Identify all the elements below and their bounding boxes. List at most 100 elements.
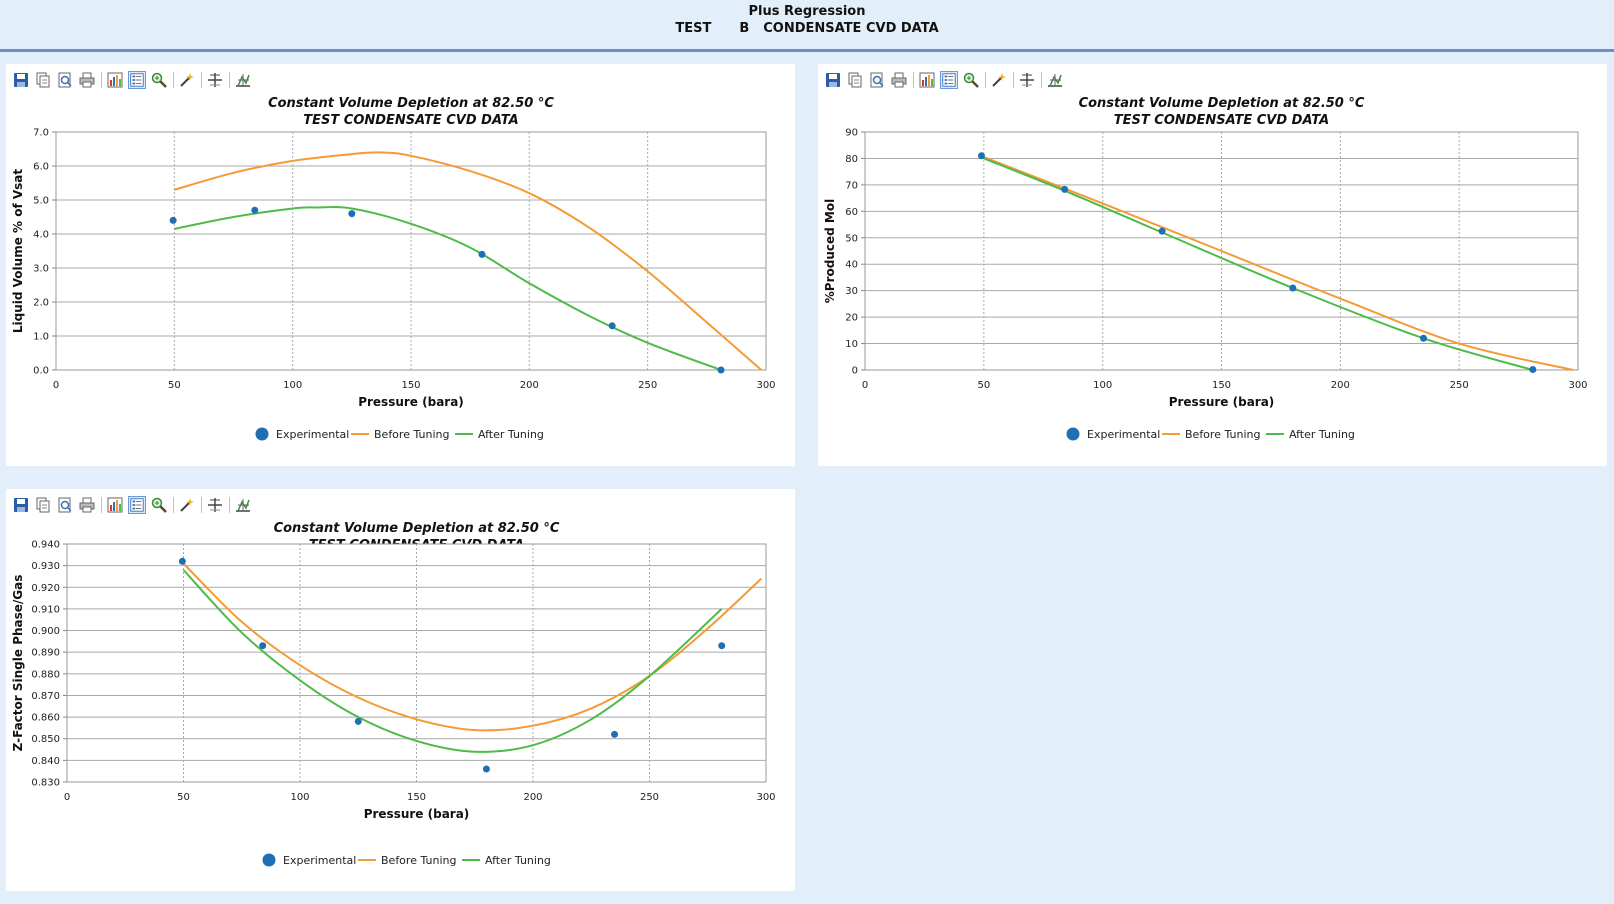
crosshair-button[interactable] <box>206 496 224 514</box>
toolbar-separator <box>1041 72 1042 88</box>
chart-svg[interactable]: Constant Volume Depletion at 82.50 °CTES… <box>6 92 795 466</box>
x-tick-label: 200 <box>520 380 539 391</box>
toolbar-separator <box>985 72 986 88</box>
save-button[interactable] <box>12 71 30 89</box>
print-icon <box>891 72 907 88</box>
x-tick-label: 150 <box>1212 380 1231 391</box>
chart-toolbar <box>824 70 1068 90</box>
chart-svg[interactable]: Constant Volume Depletion at 82.50 °CTES… <box>818 92 1607 466</box>
toolbar-separator <box>229 497 230 513</box>
zoom-button[interactable] <box>962 71 980 89</box>
print-button[interactable] <box>890 71 908 89</box>
x-tick-label: 250 <box>638 380 657 391</box>
crosshair-button[interactable] <box>206 71 224 89</box>
chart-options-icon <box>919 72 935 88</box>
legend-toggle-button[interactable] <box>940 71 958 89</box>
chart-panel-produced-mol: Constant Volume Depletion at 82.50 °C TES… <box>818 64 1607 466</box>
y-axis-label: Liquid Volume % of Vsat <box>11 169 25 333</box>
chart-panel-liquid-volume: Constant Volume Depletion at 82.50 °C TES… <box>6 64 795 466</box>
y-tick-label: 0 <box>852 366 858 377</box>
x-tick-label: 50 <box>977 380 990 391</box>
print-preview-button[interactable] <box>56 71 74 89</box>
save-button[interactable] <box>824 71 842 89</box>
toolbar-separator <box>101 72 102 88</box>
legend-toggle-button[interactable] <box>128 71 146 89</box>
print-icon <box>79 72 95 88</box>
wand-button[interactable] <box>178 496 196 514</box>
save-icon <box>14 73 28 87</box>
legend-toggle-icon <box>942 73 956 87</box>
chart-subtitle: TEST CONDENSATE CVD DATA <box>303 113 518 128</box>
experimental-point <box>259 642 267 650</box>
y-tick-label: 60 <box>845 207 858 218</box>
print-button[interactable] <box>78 496 96 514</box>
y-tick-label: 50 <box>845 233 858 244</box>
toolbar-separator <box>173 72 174 88</box>
series-line-before-tuning <box>983 156 1574 371</box>
copy-icon <box>36 497 50 513</box>
copy-button[interactable] <box>846 71 864 89</box>
y-tick-label: 0.890 <box>31 648 60 659</box>
y-axis-label: Z-Factor Single Phase/Gas <box>11 575 25 752</box>
y-tick-label: 3.0 <box>33 264 49 275</box>
chart-options-button[interactable] <box>106 496 124 514</box>
wand-icon <box>180 498 194 512</box>
x-tick-label: 150 <box>407 792 426 803</box>
toolbar-separator <box>201 497 202 513</box>
print-button[interactable] <box>78 71 96 89</box>
wand-button[interactable] <box>178 71 196 89</box>
y-tick-label: 0.920 <box>31 583 60 594</box>
x-tick-label: 300 <box>756 792 775 803</box>
y-tick-label: 90 <box>845 128 858 139</box>
experimental-point <box>482 765 490 773</box>
experimental-point <box>478 250 486 258</box>
save-button[interactable] <box>12 496 30 514</box>
crosshair-icon <box>1020 73 1034 87</box>
legend-toggle-button[interactable] <box>128 496 146 514</box>
chart-legend: Experimental Before Tuning After Tuning <box>255 427 544 441</box>
legend-label: After Tuning <box>485 854 551 867</box>
legend-label: Experimental <box>276 428 349 441</box>
x-tick-label: 150 <box>401 380 420 391</box>
crosshair-button[interactable] <box>1018 71 1036 89</box>
toolbar-separator <box>1013 72 1014 88</box>
x-axis-label: Pressure (bara) <box>1169 395 1275 409</box>
legend-toggle-icon <box>130 73 144 87</box>
print-preview-button[interactable] <box>56 496 74 514</box>
print-preview-button[interactable] <box>868 71 886 89</box>
zoom-button[interactable] <box>150 496 168 514</box>
legend-label: Experimental <box>283 854 356 867</box>
pan-button[interactable] <box>1046 71 1064 89</box>
copy-button[interactable] <box>34 71 52 89</box>
print-preview-icon <box>58 72 72 88</box>
y-tick-label: 0.880 <box>31 669 60 680</box>
x-tick-label: 250 <box>640 792 659 803</box>
y-tick-label: 80 <box>845 154 858 165</box>
toolbar-separator <box>201 72 202 88</box>
x-axis-label: Pressure (bara) <box>358 395 464 409</box>
chart-svg[interactable]: Constant Volume Depletion at 82.50 °CTES… <box>6 517 795 891</box>
chart-subtitle: TEST CONDENSATE CVD DATA <box>1114 113 1329 128</box>
copy-button[interactable] <box>34 496 52 514</box>
legend-marker-experimental <box>255 427 269 441</box>
x-tick-label: 0 <box>53 380 59 391</box>
y-tick-label: 0.870 <box>31 691 60 702</box>
y-tick-label: 2.0 <box>33 298 49 309</box>
experimental-point <box>1420 334 1428 342</box>
chart-options-icon <box>107 497 123 513</box>
save-icon <box>14 498 28 512</box>
toolbar-separator <box>101 497 102 513</box>
legend-marker-experimental <box>262 853 276 867</box>
x-tick-label: 50 <box>168 380 181 391</box>
pan-button[interactable] <box>234 71 252 89</box>
chart-options-button[interactable] <box>106 71 124 89</box>
experimental-point <box>611 730 619 738</box>
chart-options-button[interactable] <box>918 71 936 89</box>
chart-options-icon <box>107 72 123 88</box>
legend-label: After Tuning <box>1289 428 1355 441</box>
zoom-button[interactable] <box>150 71 168 89</box>
pan-button[interactable] <box>234 496 252 514</box>
y-tick-label: 20 <box>845 313 858 324</box>
wand-button[interactable] <box>990 71 1008 89</box>
header-subtitle: TEST B CONDENSATE CVD DATA <box>0 21 1614 36</box>
